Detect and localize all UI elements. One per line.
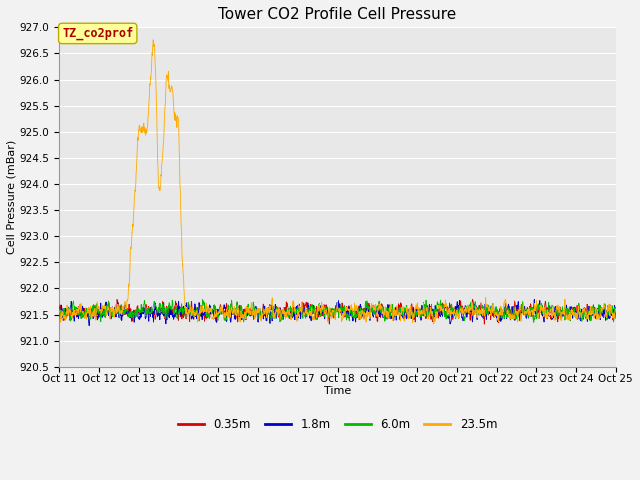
- Text: TZ_co2prof: TZ_co2prof: [62, 27, 133, 40]
- X-axis label: Time: Time: [324, 386, 351, 396]
- Title: Tower CO2 Profile Cell Pressure: Tower CO2 Profile Cell Pressure: [218, 7, 457, 22]
- Y-axis label: Cell Pressure (mBar): Cell Pressure (mBar): [7, 140, 17, 254]
- Legend: 0.35m, 1.8m, 6.0m, 23.5m: 0.35m, 1.8m, 6.0m, 23.5m: [173, 413, 502, 436]
